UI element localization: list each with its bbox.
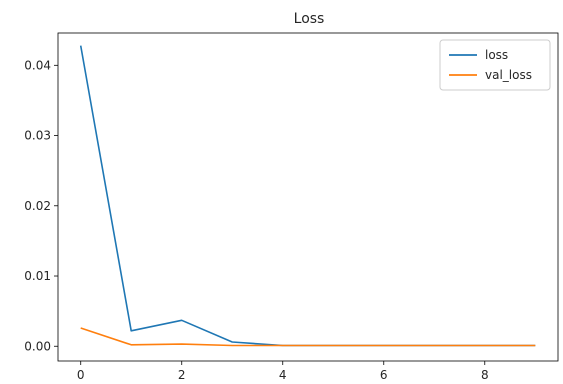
axes-layer: 0 2 4 6 8 0.00 0.01 0.02 0.03 0.04: [24, 32, 559, 382]
y-tick-label: 0.02: [24, 199, 51, 213]
y-tick-label: 0.00: [24, 339, 51, 353]
legend: loss val_loss: [439, 39, 551, 91]
series-layer: [79, 45, 536, 347]
axes-frame: [57, 32, 559, 362]
y-tick-label: 0.03: [24, 129, 51, 143]
legend-label: val_loss: [485, 68, 532, 82]
legend-box: [439, 39, 551, 91]
x-tick-label: 8: [481, 368, 489, 382]
legend-label: loss: [485, 48, 508, 62]
y-tick-label: 0.01: [24, 269, 51, 283]
x-tick-label: 2: [178, 368, 186, 382]
x-tick-label: 4: [279, 368, 287, 382]
x-tick-label: 6: [380, 368, 388, 382]
chart-title: Loss: [294, 11, 325, 27]
series-line-val-loss: [80, 327, 536, 347]
y-tick-label: 0.04: [24, 58, 51, 72]
x-tick-label: 0: [77, 368, 85, 382]
